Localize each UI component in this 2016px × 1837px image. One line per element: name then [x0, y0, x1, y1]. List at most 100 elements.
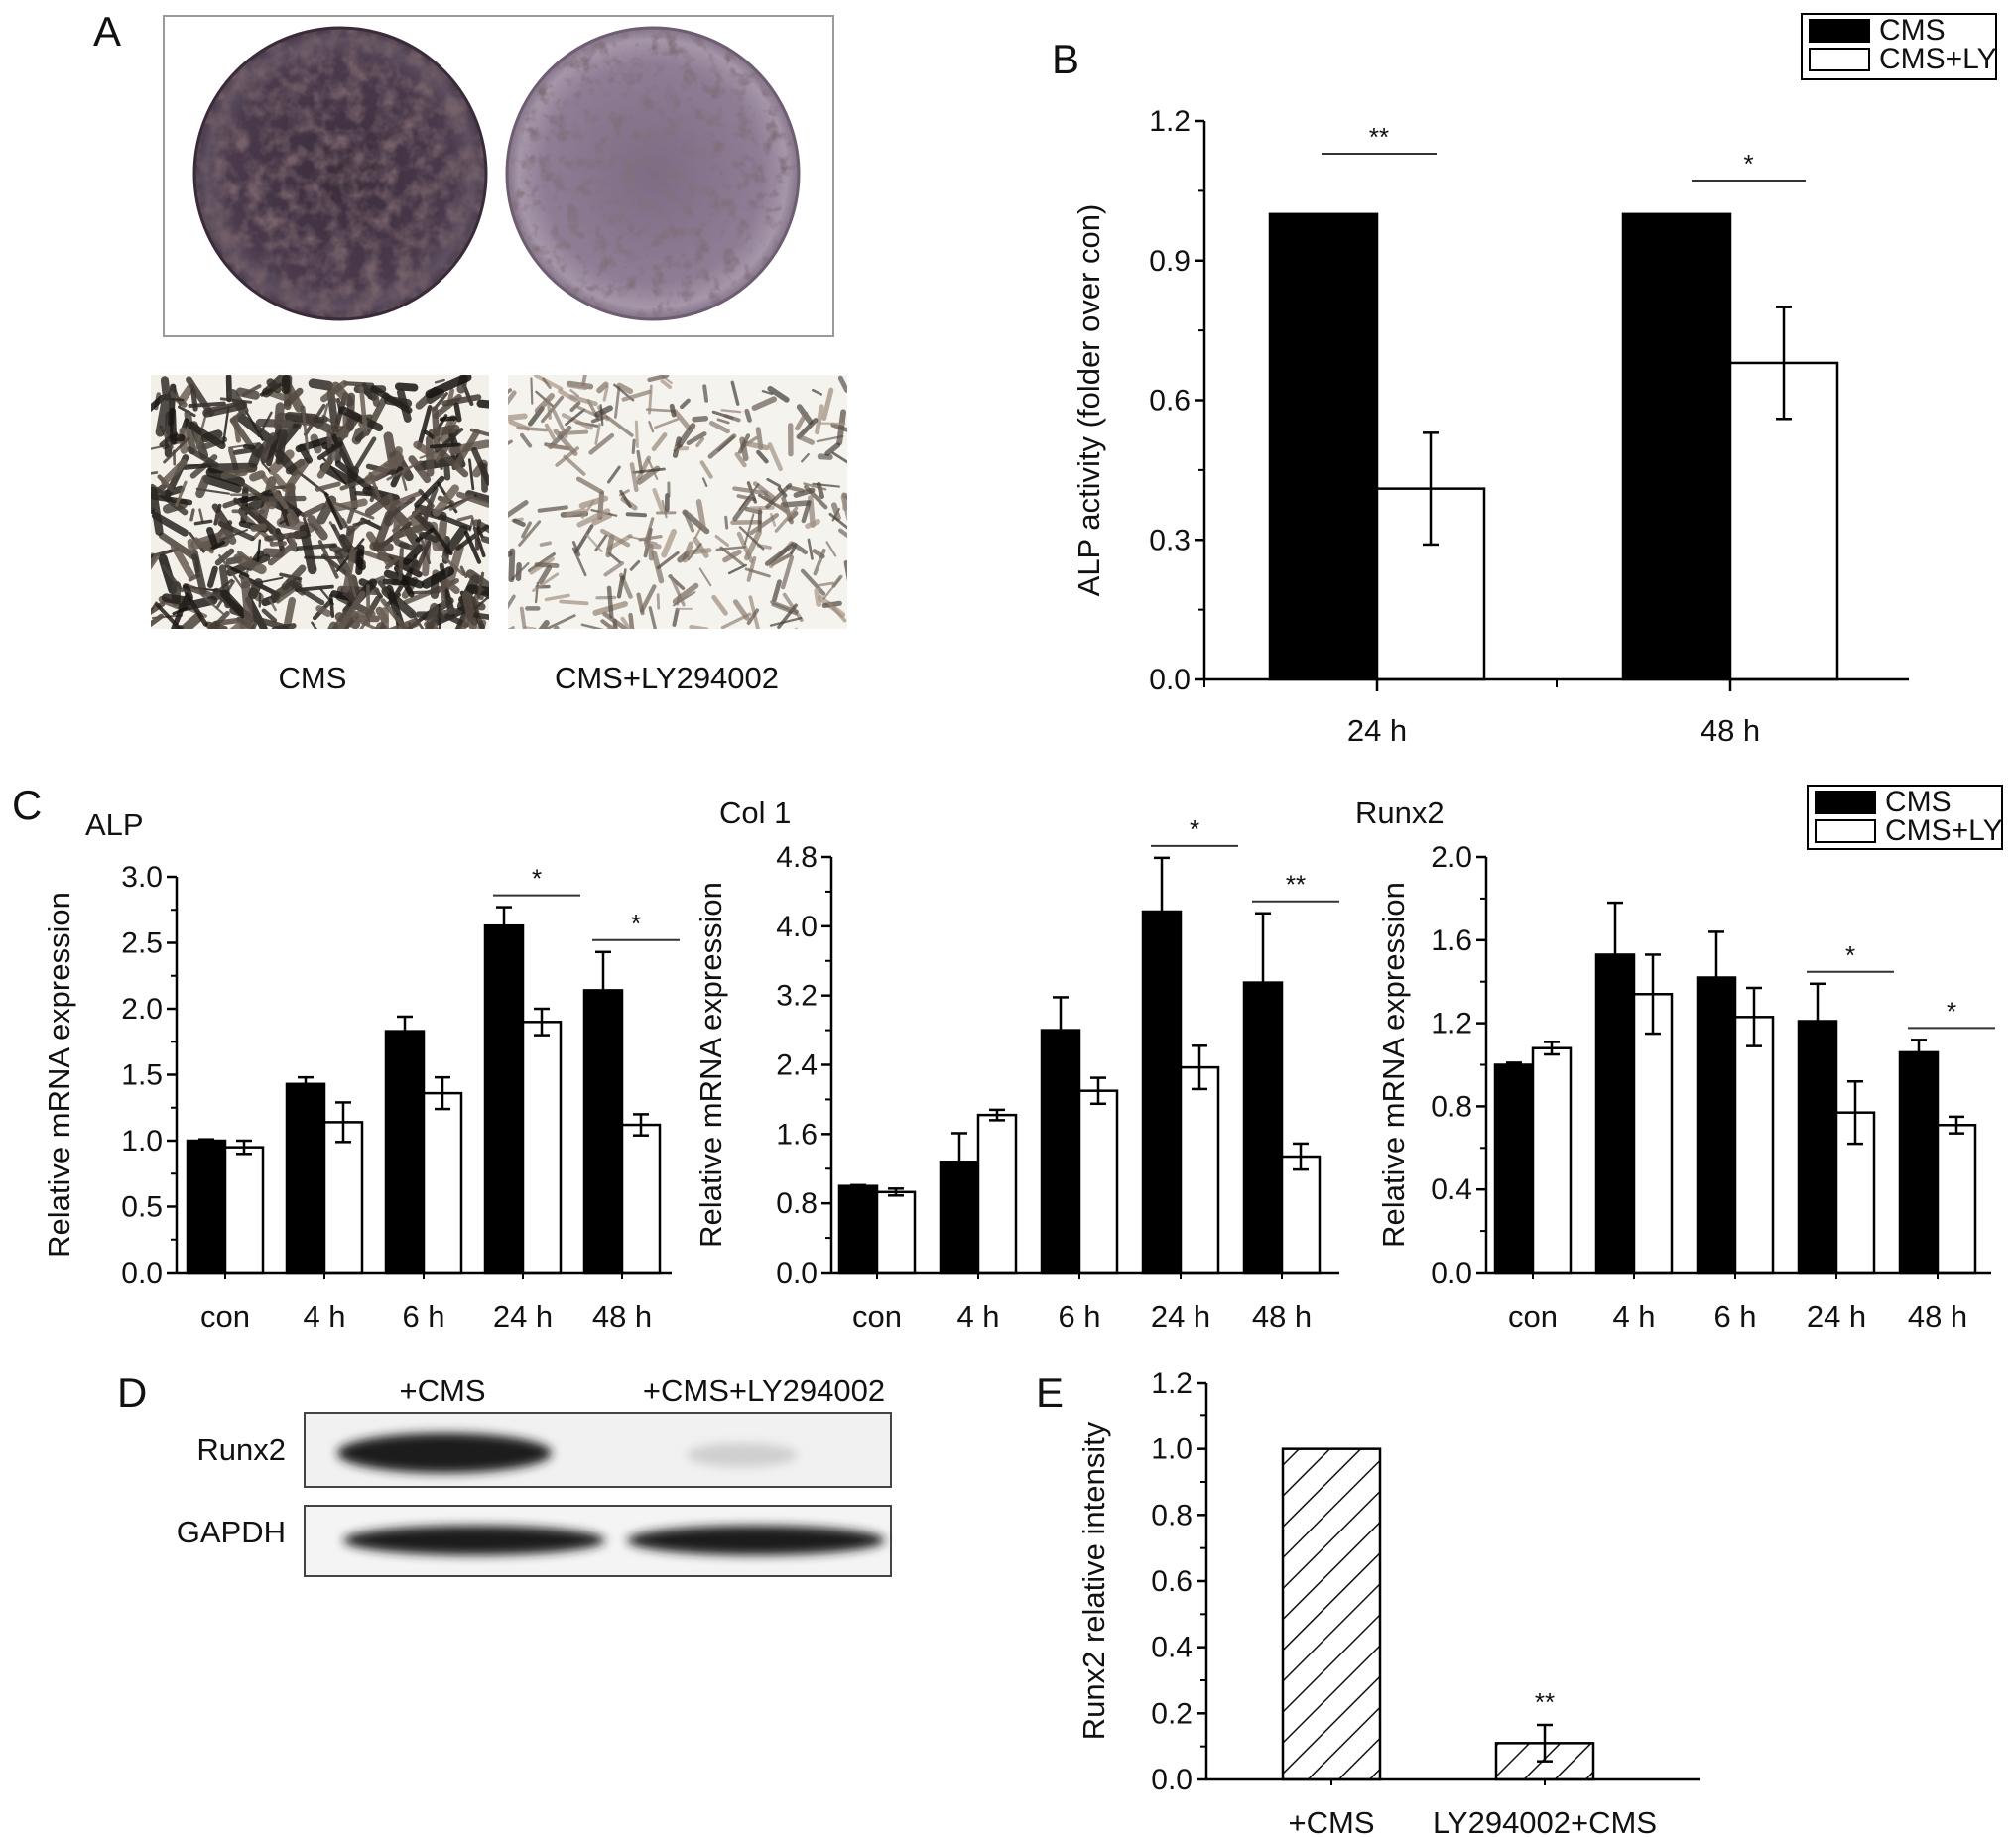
row-label-gapdh: GAPDH — [177, 1515, 286, 1549]
bar-cms-ly-48-h — [620, 1123, 662, 1275]
cell-streak — [622, 568, 627, 580]
cell-streak — [769, 616, 803, 627]
cell-streak — [730, 380, 740, 406]
cell-streak — [602, 611, 630, 629]
cell-streak — [217, 610, 230, 624]
cell-streak — [232, 415, 242, 443]
cell-streak — [843, 559, 847, 582]
category-label: 4 h — [303, 1299, 345, 1334]
cell-streak — [456, 491, 489, 508]
cell-streak — [508, 626, 515, 629]
cell-streak — [432, 484, 459, 517]
cell-streak — [250, 523, 267, 532]
cell-streak — [248, 442, 264, 468]
y-tick-label: 0.6 — [1151, 1565, 1193, 1598]
cell-streak — [331, 523, 347, 550]
cell-streak — [621, 389, 652, 402]
y-tick-label: 1.2 — [1151, 1367, 1193, 1400]
cell-streak — [669, 573, 686, 607]
panel-letter-d: D — [117, 1369, 147, 1415]
cell-streak — [695, 499, 706, 529]
cell-streak — [241, 580, 254, 629]
cell-streak — [260, 473, 289, 510]
cell-streak — [151, 552, 161, 570]
cell-streak — [764, 493, 774, 504]
y-axis-title: Runx2 relative intensity — [1076, 1421, 1111, 1740]
cell-streak — [508, 594, 516, 610]
cell-streak — [732, 486, 768, 496]
cell-streak — [474, 536, 480, 551]
y-tick-label: 1.0 — [121, 1125, 163, 1158]
cell-streak — [508, 551, 513, 558]
cell-streak — [553, 625, 560, 629]
cell-streak — [619, 489, 632, 508]
bar-cms-6-h — [384, 1030, 426, 1275]
cell-streak — [732, 599, 750, 621]
legend-label: CMS — [1879, 14, 1946, 47]
cell-streak — [508, 548, 516, 583]
cell-streak — [206, 620, 220, 629]
cell-streak — [315, 605, 332, 617]
cell-streak — [722, 549, 742, 563]
cell-streak — [717, 435, 735, 452]
cell-streak — [354, 491, 373, 497]
cell-streak — [654, 418, 680, 429]
cell-streak — [767, 442, 783, 472]
cell-streak — [221, 406, 230, 445]
y-tick-label: 0.0 — [1431, 1257, 1472, 1289]
cell-streak — [251, 616, 260, 629]
cell-streak — [607, 465, 621, 484]
significance-mark: * — [532, 864, 542, 894]
cell-streak — [639, 584, 657, 613]
y-axis-title: Relative mRNA expression — [42, 892, 76, 1258]
cell-streak — [289, 509, 300, 524]
cell-streak — [542, 377, 552, 390]
y-tick-label: 0.8 — [1151, 1499, 1193, 1531]
category-label: +CMS — [1289, 1805, 1375, 1837]
cell-streak — [207, 565, 218, 588]
cell-streak — [643, 527, 653, 558]
cell-streak — [430, 510, 472, 531]
cell-streak — [767, 385, 790, 403]
cell-streak — [257, 411, 273, 437]
cell-streak — [629, 559, 641, 571]
cell-streak — [743, 530, 762, 561]
cell-streak — [669, 403, 677, 418]
cell-streak — [766, 477, 782, 488]
bar-cms-48-h — [1898, 1050, 1940, 1275]
cell-streak — [727, 563, 747, 575]
cell-streak — [372, 510, 394, 552]
cell-streak — [433, 444, 469, 478]
cell-streak — [264, 520, 274, 535]
legend-label: CMS+LY — [1885, 814, 2003, 847]
cell-streak — [743, 513, 755, 546]
cell-streak — [151, 494, 193, 506]
y-tick-label: 0.0 — [121, 1257, 163, 1289]
y-axis-title: Relative mRNA expression — [693, 882, 728, 1248]
cell-streak — [200, 593, 226, 616]
cell-streak — [629, 462, 639, 493]
cell-streak — [817, 453, 833, 460]
bar-cms-24-h — [483, 923, 525, 1275]
cell-streak — [453, 402, 462, 423]
bar-cms-48-h — [1621, 212, 1732, 681]
cell-streak — [352, 617, 380, 629]
cell-streak — [256, 539, 262, 562]
cell-streak — [274, 449, 299, 476]
category-label: 4 h — [1612, 1299, 1655, 1334]
cell-streak — [566, 507, 586, 517]
cell-streak — [751, 396, 777, 411]
cell-streak — [791, 541, 809, 555]
cell-streak — [600, 528, 631, 548]
cell-streak — [647, 375, 670, 383]
cell-streak — [687, 543, 702, 561]
cell-streak — [764, 543, 795, 566]
cell-streak — [606, 625, 613, 629]
cell-streak — [796, 433, 815, 445]
cell-streak — [334, 545, 351, 553]
cell-streak — [230, 407, 246, 424]
micrograph-cms — [151, 375, 489, 629]
cell-streak — [648, 421, 655, 433]
cell-streak — [591, 512, 613, 526]
cell-streak — [261, 608, 278, 623]
